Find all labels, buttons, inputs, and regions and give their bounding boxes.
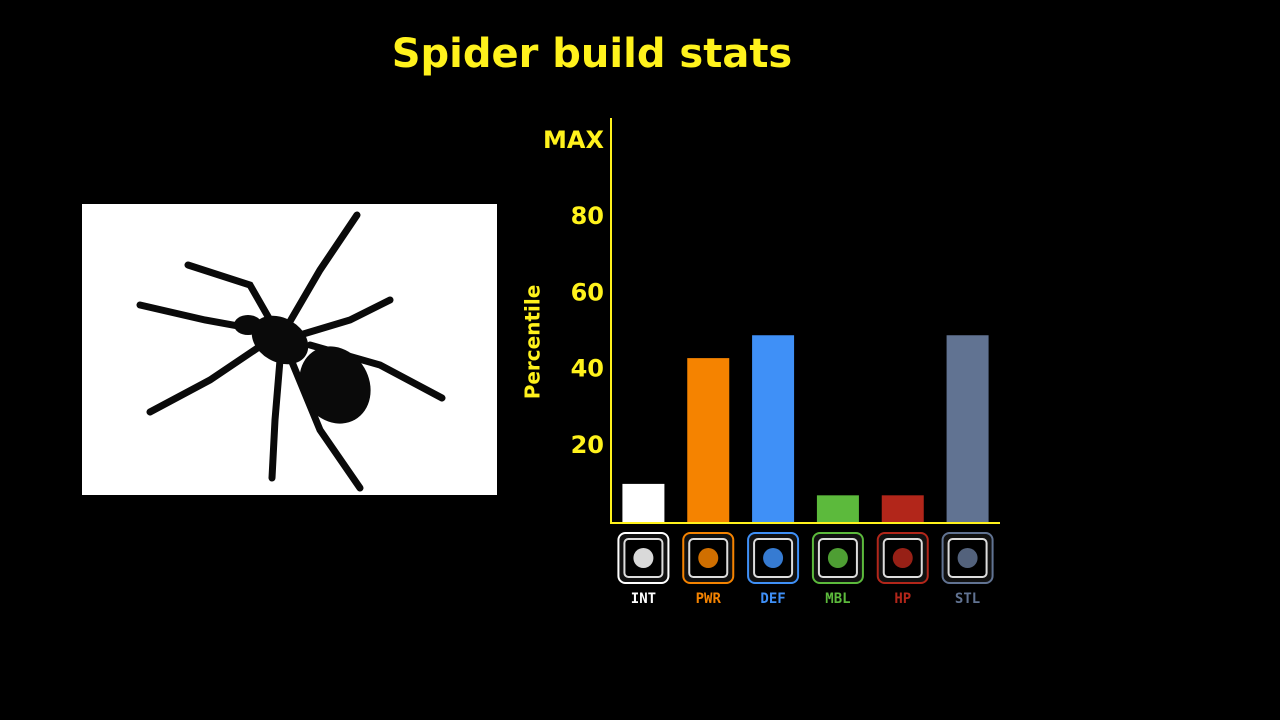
spider-image	[82, 204, 497, 495]
icon-glyph	[698, 548, 719, 568]
chart-title: Spider build stats	[392, 31, 793, 77]
icon-glyph	[957, 548, 978, 568]
stat-icon	[747, 532, 800, 584]
bar	[881, 495, 924, 522]
bar	[946, 335, 989, 522]
bar	[622, 483, 665, 522]
x-tick-label: MBL	[825, 591, 850, 607]
stat-icon	[682, 532, 735, 584]
y-tick-label: 80	[571, 202, 604, 230]
y-tick-label: 40	[571, 355, 604, 383]
y-tick-label: 60	[571, 278, 604, 306]
y-tick-label: 20	[571, 431, 604, 459]
x-tick-label: INT	[631, 591, 656, 607]
x-tick-label: STL	[955, 591, 980, 607]
y-axis-label: Percentile	[521, 285, 545, 400]
x-tick-label: PWR	[696, 591, 722, 607]
stat-icon	[876, 532, 929, 584]
bar	[752, 335, 795, 522]
bar	[687, 358, 730, 522]
x-tick-label: DEF	[760, 591, 785, 607]
icon-glyph	[827, 548, 848, 568]
stat-icon	[941, 532, 994, 584]
stat-icon	[617, 532, 670, 584]
stat-icon	[811, 532, 864, 584]
icon-glyph	[892, 548, 913, 568]
x-tick-label: HP	[894, 591, 911, 607]
icon-glyph	[633, 548, 654, 568]
y-tick-label: MAX	[543, 126, 604, 154]
icon-glyph	[763, 548, 784, 568]
bar	[816, 495, 859, 522]
